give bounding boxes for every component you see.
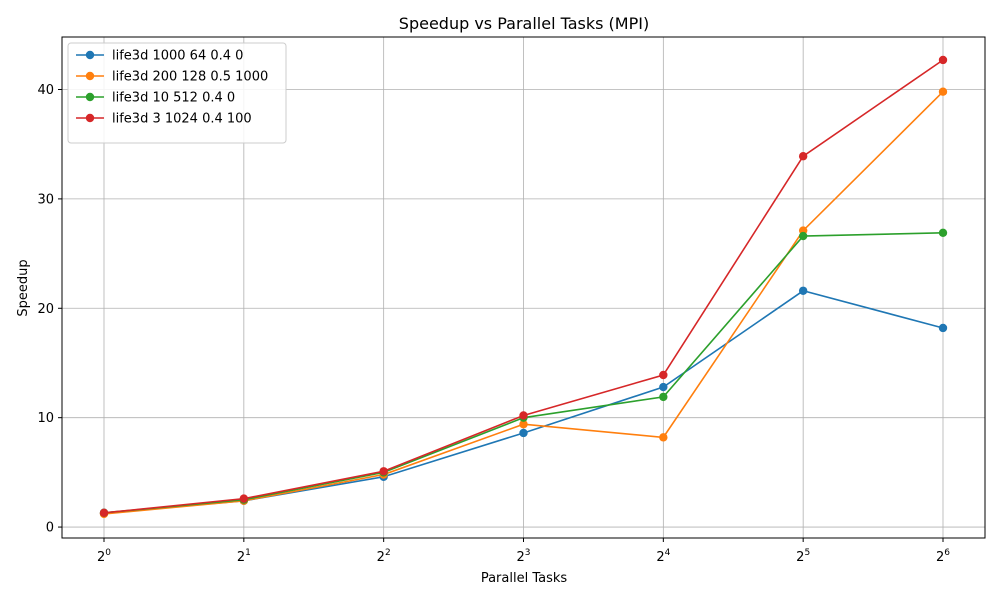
legend-item: life3d 3 1024 0.4 100	[76, 112, 252, 127]
x-tick-label: 24	[656, 548, 670, 565]
y-tick-label: 40	[37, 83, 54, 98]
data-point	[519, 411, 528, 420]
data-point	[798, 231, 808, 241]
chart-title: Speedup vs Parallel Tasks (MPI)	[399, 14, 649, 33]
legend-label: life3d 10 512 0.4 0	[112, 91, 235, 106]
data-point	[519, 428, 528, 438]
data-point	[798, 286, 808, 295]
data-point	[379, 467, 388, 476]
data-point	[239, 494, 249, 503]
legend-marker	[85, 92, 95, 102]
y-tick-label: 0	[46, 521, 54, 536]
x-tick-label: 22	[377, 548, 391, 565]
data-point	[798, 152, 808, 161]
x-tick-label: 25	[796, 548, 810, 565]
legend-marker	[85, 71, 95, 81]
legend-item: life3d 1000 64 0.4 0	[76, 49, 243, 64]
legend-label: life3d 200 128 0.5 1000	[112, 70, 268, 85]
x-tick-label: 20	[97, 548, 111, 565]
y-axis-label: Speedup	[16, 259, 31, 316]
series-4	[99, 55, 948, 518]
data-point	[659, 370, 668, 380]
y-tick-label: 20	[37, 302, 54, 317]
legend: life3d 1000 64 0.4 0 life3d 200 128 0.5 1…	[67, 42, 287, 144]
data-point	[659, 433, 668, 442]
x-tick-label: 23	[516, 548, 530, 565]
x-tick-label: 21	[237, 548, 251, 565]
legend-item: life3d 10 512 0.4 0	[76, 91, 235, 106]
data-point	[659, 392, 668, 402]
x-axis-label: Parallel Tasks	[481, 571, 568, 586]
data-point	[938, 228, 948, 238]
data-point	[938, 55, 948, 65]
legend-item: life3d 200 128 0.5 1000	[76, 70, 268, 85]
data-point	[938, 323, 948, 333]
series-layer	[99, 55, 948, 519]
legend-marker	[85, 50, 95, 60]
y-axis-ticks: 0 10 20 30 40	[37, 83, 62, 536]
legend-label: life3d 3 1024 0.4 100	[112, 112, 252, 127]
legend-box	[67, 42, 287, 144]
x-tick-label: 26	[936, 548, 950, 565]
legend-label: life3d 1000 64 0.4 0	[112, 49, 243, 64]
data-point	[659, 382, 668, 392]
data-point	[99, 508, 109, 518]
data-point	[519, 420, 528, 429]
y-tick-label: 10	[37, 411, 54, 426]
x-axis-ticks: 20 21 22 23 24 25 26	[97, 538, 950, 565]
legend-marker	[85, 113, 95, 123]
y-tick-label: 30	[37, 192, 54, 207]
data-point	[938, 87, 948, 96]
